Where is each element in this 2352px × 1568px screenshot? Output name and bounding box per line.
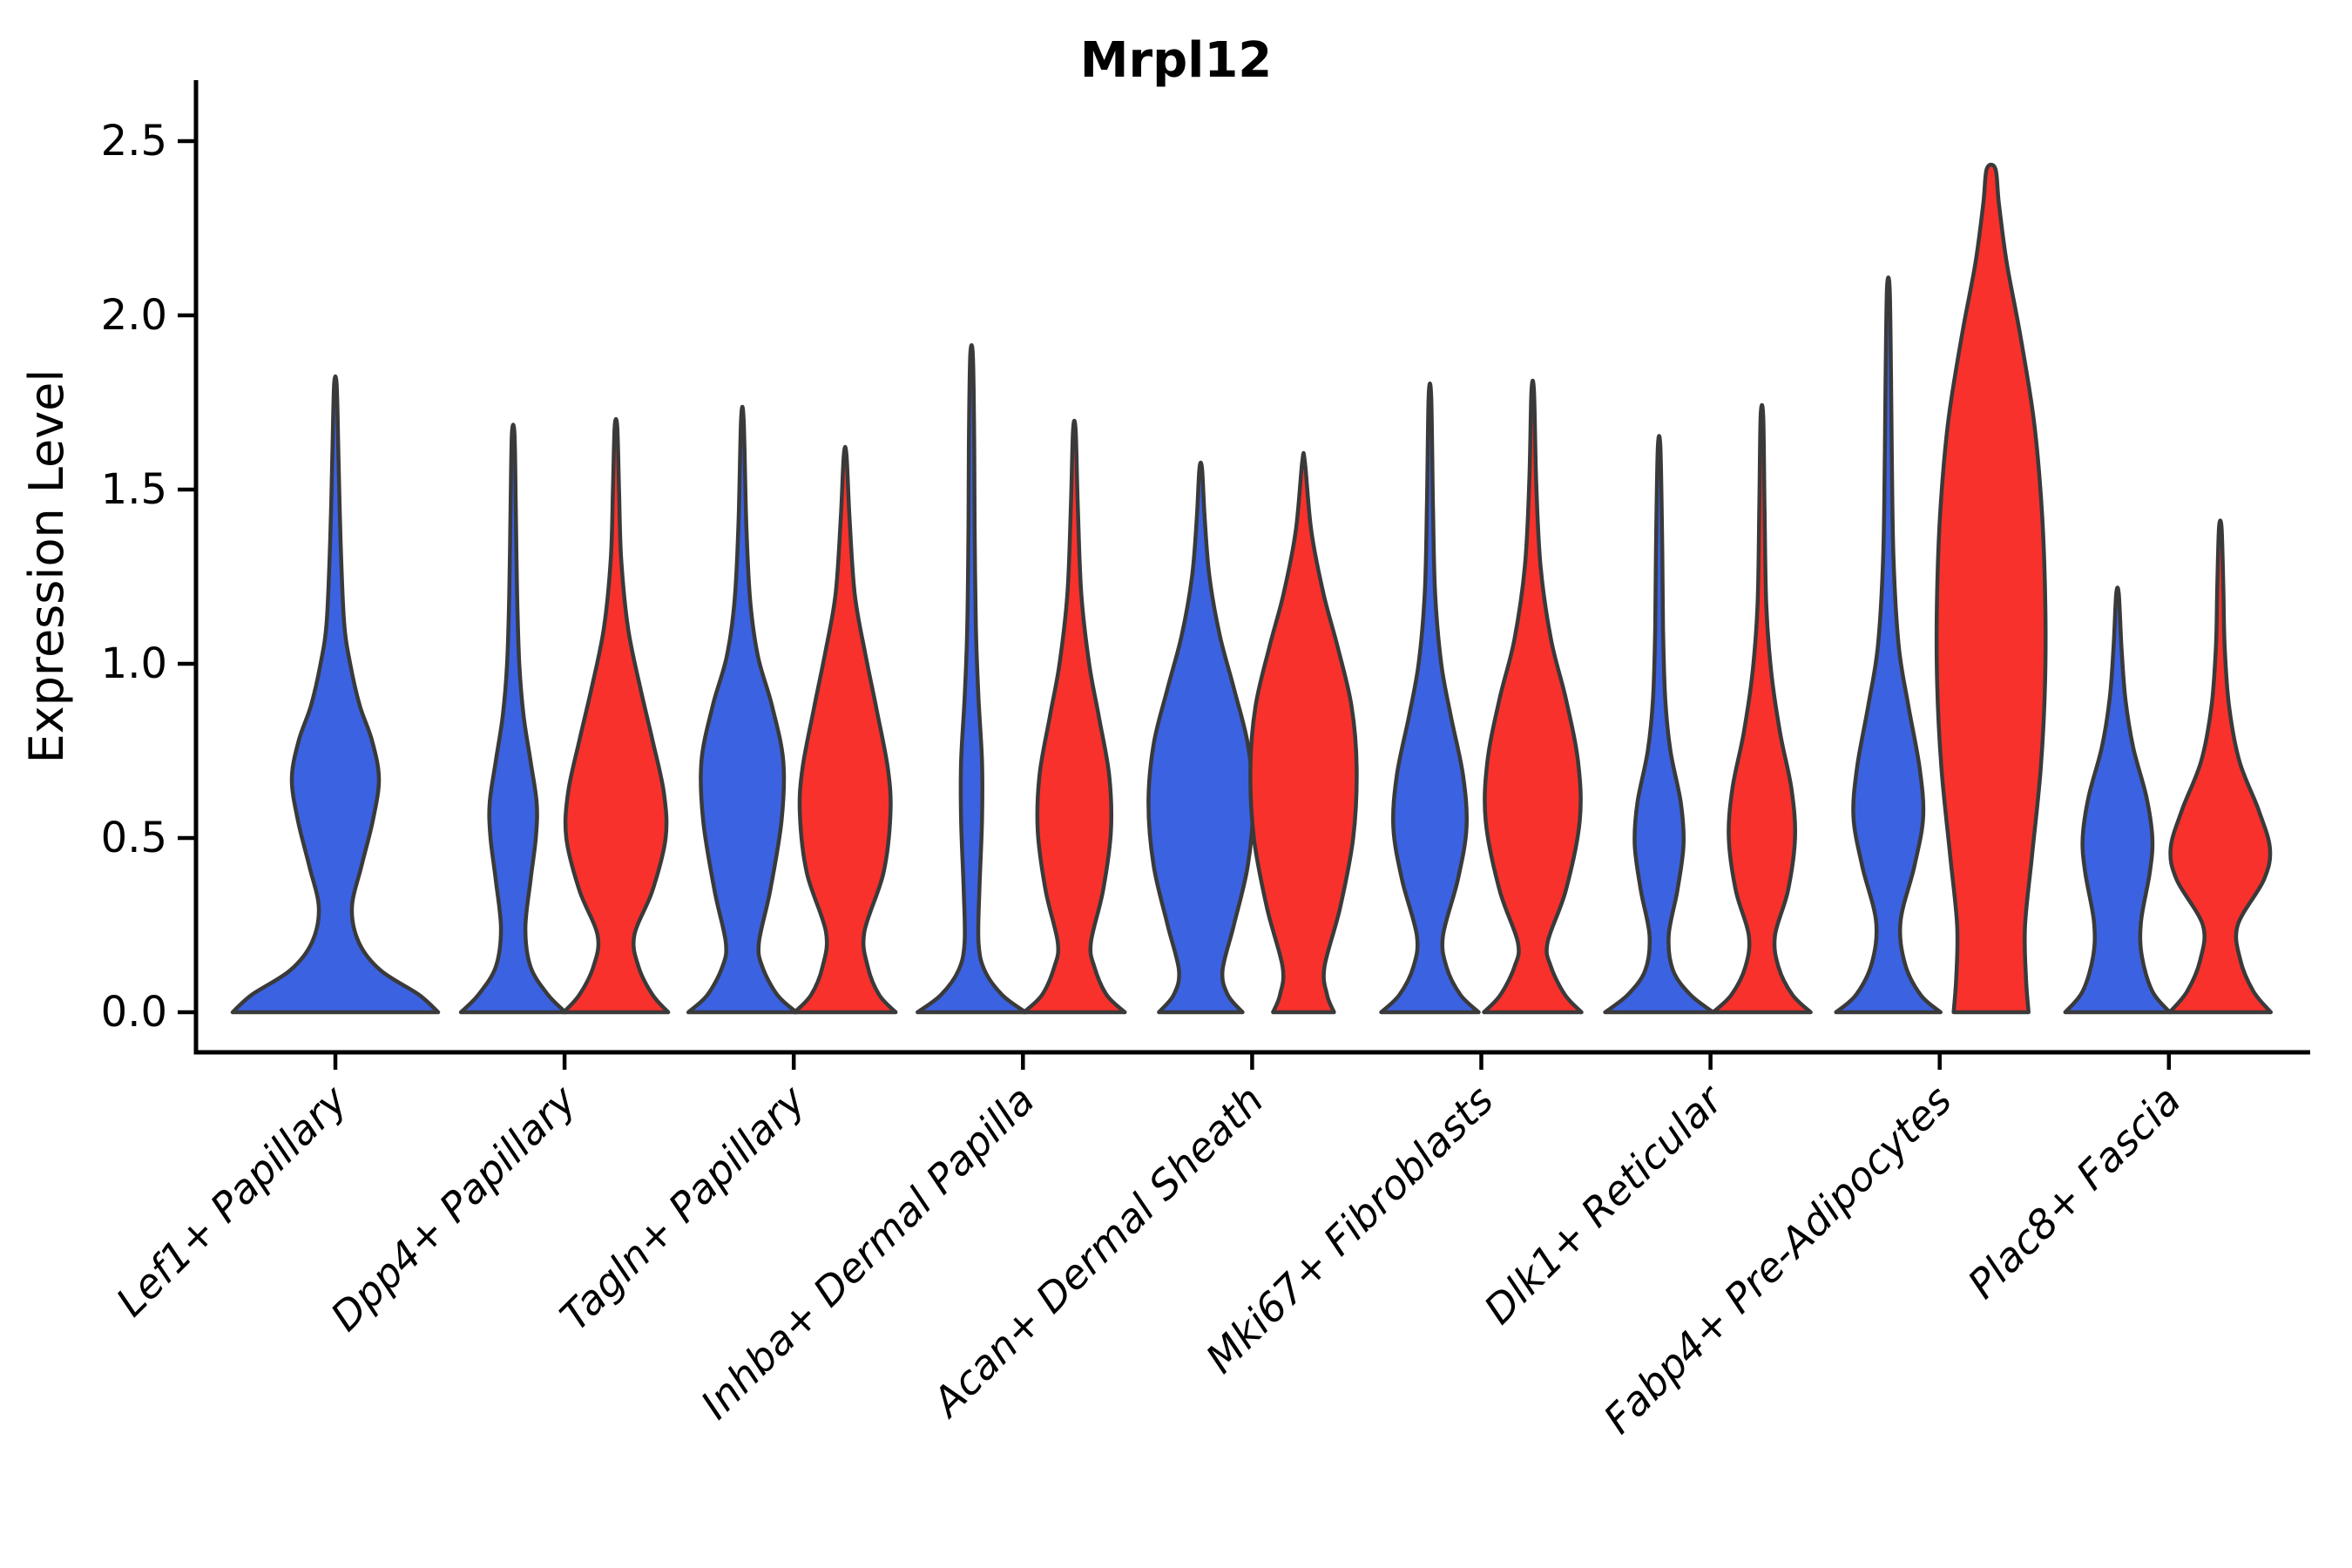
violin-inhba-dermal-papilla-blue xyxy=(916,342,1028,1015)
y-tick-label-1.5: 1.5 xyxy=(101,465,167,514)
violin-mki67-fibroblasts-red xyxy=(1482,378,1584,1015)
chart-title: Mrpl12 xyxy=(1080,32,1273,89)
violin-acan-dermal-sheath-red xyxy=(1248,450,1359,1015)
violin-dpp4-papillary-red xyxy=(561,416,671,1015)
violin-acan-dermal-sheath-blue xyxy=(1146,460,1255,1015)
y-tick-label-0.5: 0.5 xyxy=(101,814,167,862)
violin-dpp4-papillary-blue xyxy=(458,422,568,1015)
y-tick-label-2.5: 2.5 xyxy=(101,117,167,166)
violin-mki67-fibroblasts-blue xyxy=(1379,382,1481,1015)
violins-layer xyxy=(230,162,2274,1015)
violin-tagln-papillary-red xyxy=(792,444,898,1015)
violin-fabp4-pre-adipocytes-red xyxy=(1934,162,2048,1015)
violin-fabp4-pre-adipocytes-blue xyxy=(1834,275,1943,1015)
violin-dlk1-reticular-blue xyxy=(1603,434,1715,1015)
axes-layer xyxy=(178,80,2310,1070)
violin-dlk1-reticular-red xyxy=(1711,402,1813,1015)
violin-inhba-dermal-papilla-red xyxy=(1022,418,1127,1015)
y-tick-label-2.0: 2.0 xyxy=(101,291,167,340)
violin-tagln-papillary-blue xyxy=(686,404,799,1015)
y-tick-label-1.0: 1.0 xyxy=(101,639,167,688)
y-tick-label-0.0: 0.0 xyxy=(101,988,167,1037)
violin-plac8-fascia-blue xyxy=(2063,585,2173,1015)
violin-lef1-papillary-blue xyxy=(230,374,441,1015)
violin-plac8-fascia-red xyxy=(2167,518,2274,1015)
y-axis-label: Expression Level xyxy=(19,369,74,764)
